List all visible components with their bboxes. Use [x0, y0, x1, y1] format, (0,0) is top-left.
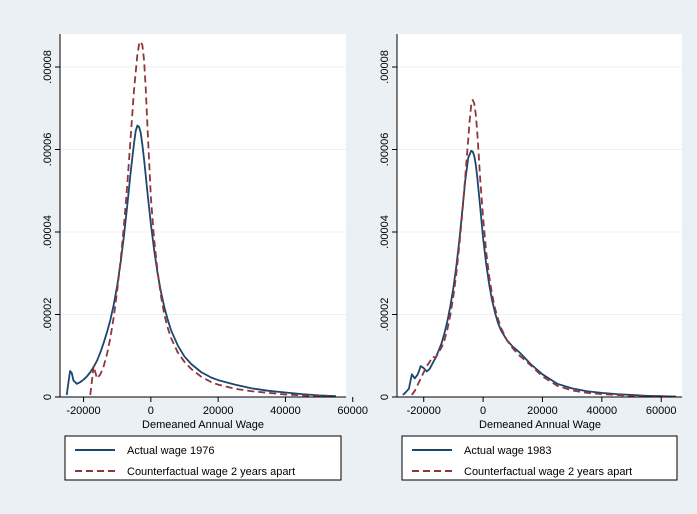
right-ticks: 0 .00002 .00004 .00006 .00008 -20000 0 20000 400… — [379, 50, 677, 417]
right-plot-area — [397, 34, 682, 397]
right-x-axis-label: Demeaned Annual Wage — [479, 419, 601, 431]
left-x-tick-label: -20000 — [66, 405, 100, 417]
left-y-tick-label: 0 — [42, 394, 54, 400]
left-y-tick-label: .00006 — [42, 133, 54, 167]
right-legend-box — [401, 435, 678, 481]
right-y-tick-label: .00006 — [379, 133, 391, 167]
right-x-tick-label: 40000 — [587, 405, 618, 417]
right-x-tick-label: 20000 — [527, 405, 558, 417]
left-y-tick-label: .00004 — [42, 215, 54, 249]
left-plot-area — [60, 34, 346, 397]
right-series-group — [402, 99, 677, 398]
right-y-tick-label: .00002 — [379, 298, 391, 332]
left-panel: 0 .00002 .00004 .00006 .00008 -20000 0 20000 400… — [42, 34, 368, 481]
right-y-tick-label: .00004 — [379, 215, 391, 249]
right-legend: Actual wage 1983 Counterfactual wage 2 y… — [401, 435, 678, 481]
right-actual-line — [402, 149, 677, 398]
left-y-tick-label: .00002 — [42, 298, 54, 332]
left-counterfactual-line — [89, 40, 336, 398]
right-legend-label-counterfactual: Counterfactual wage 2 years apart — [464, 466, 632, 478]
right-y-tick-label: .00008 — [379, 50, 391, 84]
right-y-tick-label: 0 — [379, 394, 391, 400]
left-legend: Actual wage 1976 Counterfactual wage 2 y… — [64, 435, 342, 481]
left-series-group — [65, 40, 336, 398]
left-x-tick-label: 60000 — [337, 405, 368, 417]
right-legend-label-actual: Actual wage 1983 — [464, 445, 551, 457]
right-x-tick-label: -20000 — [407, 405, 441, 417]
left-gridlines — [60, 66, 346, 315]
left-legend-box — [64, 435, 342, 481]
right-gridlines — [397, 66, 682, 315]
left-y-tick-label: .00008 — [42, 50, 54, 84]
right-x-tick-label: 0 — [480, 405, 486, 417]
left-legend-label-counterfactual: Counterfactual wage 2 years apart — [127, 466, 295, 478]
left-ticks: 0 .00002 .00004 .00006 .00008 -20000 0 20000 400… — [42, 50, 368, 417]
left-x-tick-label: 20000 — [203, 405, 234, 417]
right-panel: 0 .00002 .00004 .00006 .00008 -20000 0 20000 400… — [379, 34, 682, 481]
left-legend-label-actual: Actual wage 1976 — [127, 445, 214, 457]
right-x-tick-label: 60000 — [646, 405, 677, 417]
right-counterfactual-line — [411, 99, 677, 398]
left-x-axis-label: Demeaned Annual Wage — [142, 419, 264, 431]
left-actual-line — [65, 124, 336, 398]
left-x-tick-label: 40000 — [270, 405, 301, 417]
left-x-tick-label: 0 — [148, 405, 154, 417]
